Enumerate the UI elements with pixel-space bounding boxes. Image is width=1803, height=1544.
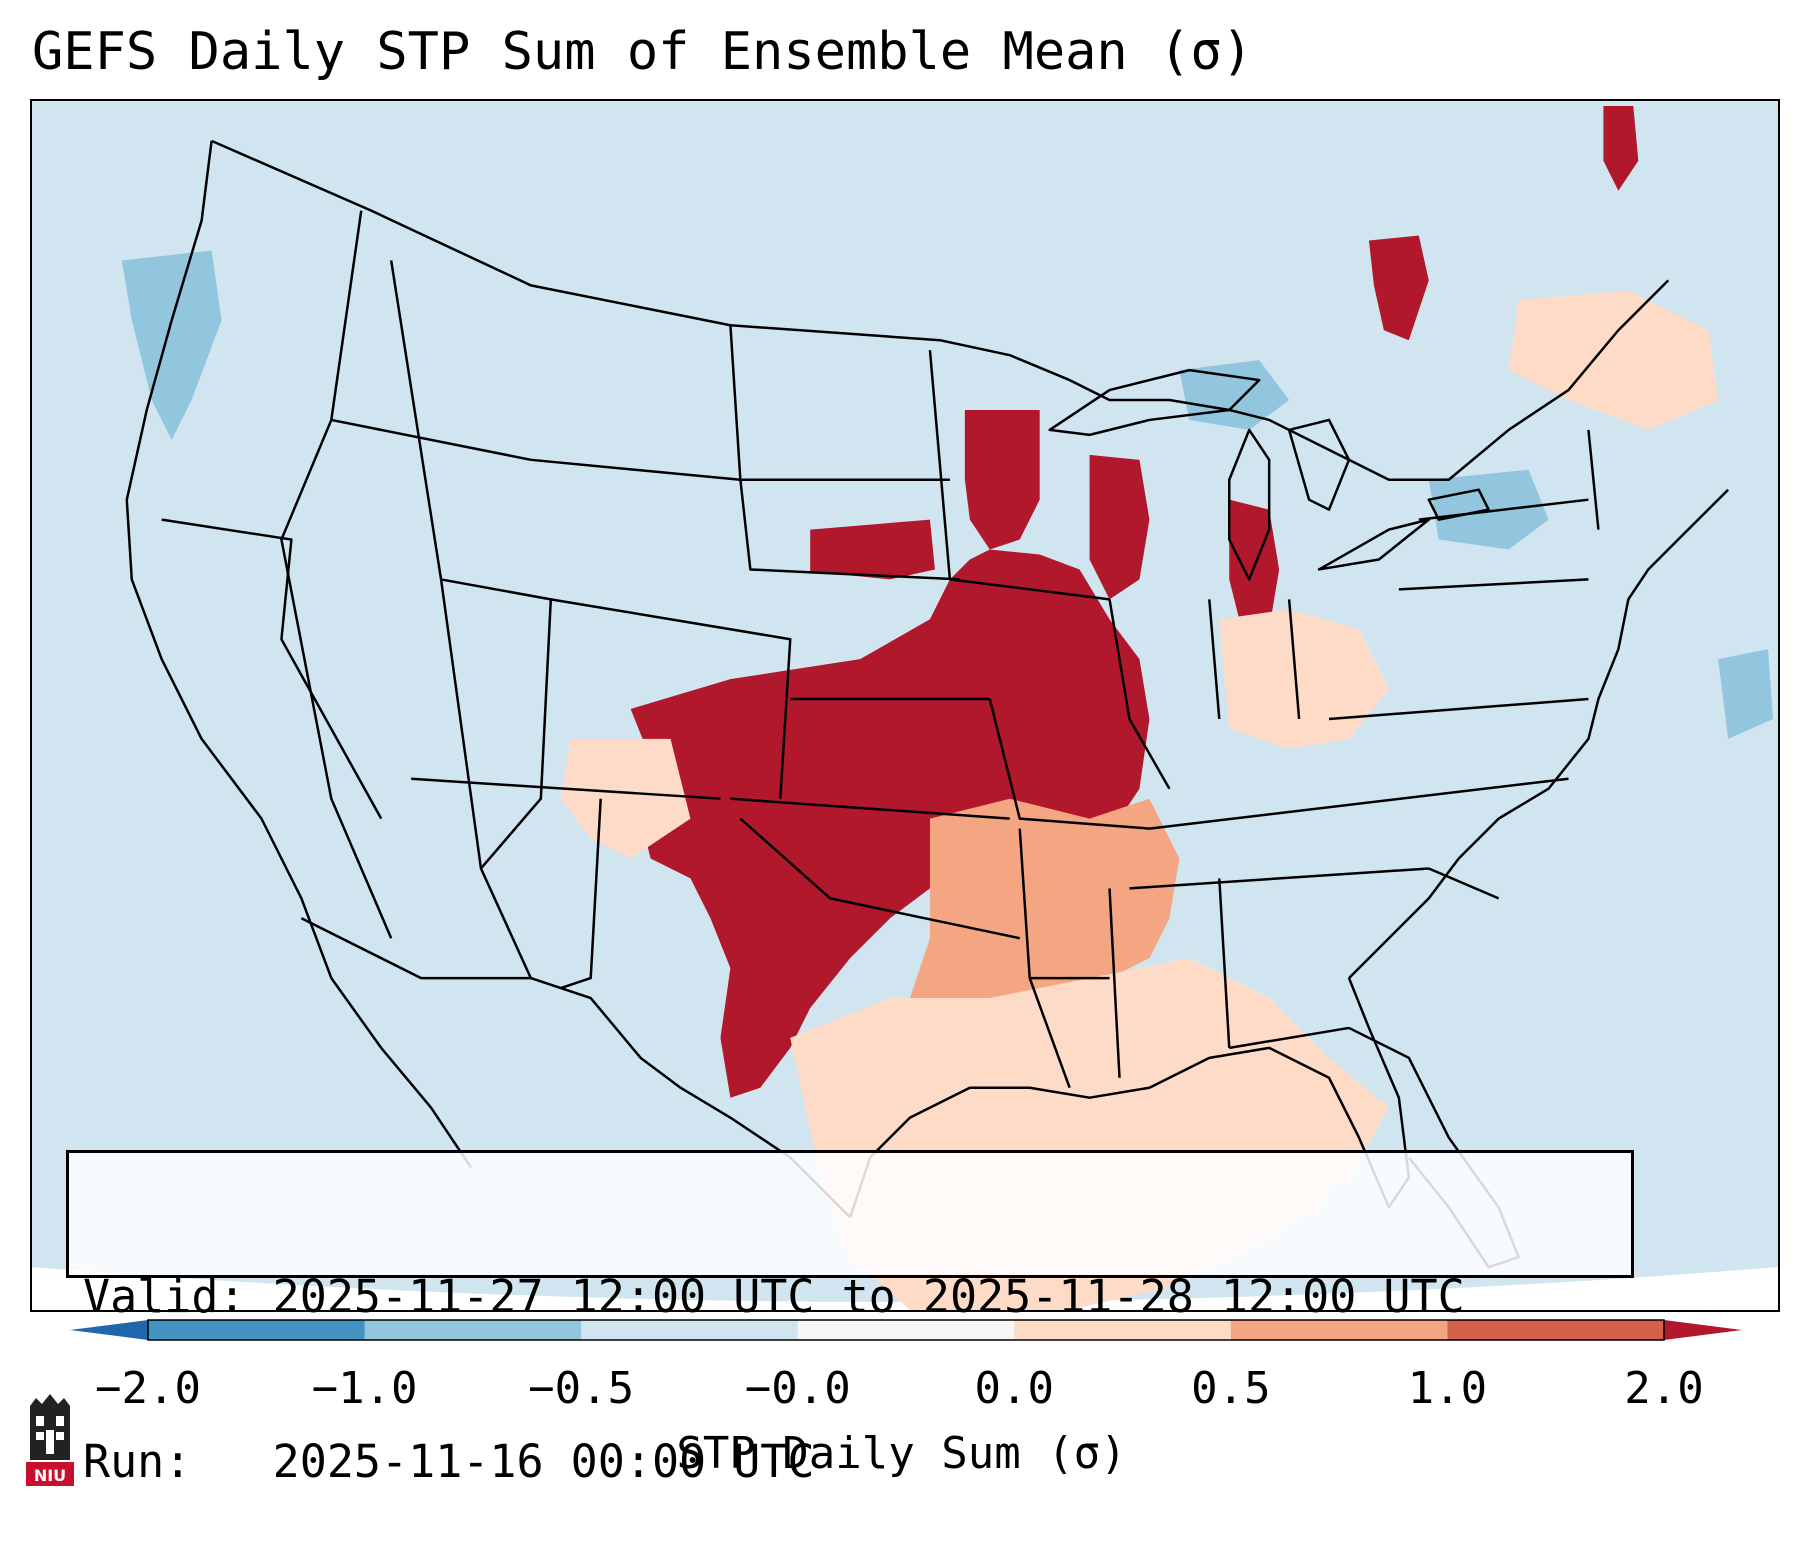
us-canada-border — [211, 139, 1670, 481]
niu-logo: NIU — [26, 1394, 74, 1486]
lake-ontario — [1427, 488, 1490, 521]
state-line-il — [1108, 599, 1171, 790]
lake-huron — [1287, 418, 1351, 511]
colorbar-tick-label: 2.0 — [1624, 1363, 1704, 1414]
map-panel — [30, 99, 1780, 1312]
lake-superior — [1048, 368, 1261, 437]
logo-building — [30, 1394, 70, 1460]
stp-region-neg-atlantic — [1718, 649, 1774, 739]
stp-region-high-dakota — [810, 519, 935, 580]
state-line-4corners — [411, 777, 721, 800]
state-line-ia — [949, 578, 1110, 601]
colorbar-tick-label: 0.0 — [974, 1363, 1055, 1414]
map-title: GEFS Daily STP Sum of Ensemble Mean (σ) — [32, 22, 1253, 82]
map-edge-cutout — [32, 1267, 1778, 1310]
stp-region-high-quebec — [1368, 235, 1429, 341]
validity-info-box: Valid: 2025-11-27 12:00 UTC to 2025-11-2… — [66, 1150, 1634, 1488]
state-line-co-ks — [550, 598, 792, 799]
stp-region-high-wi — [1089, 454, 1150, 600]
state-line-idaho — [331, 418, 532, 462]
valid-time-text: Valid: 2025-11-27 12:00 UTC to 2025-11-2… — [83, 1270, 1465, 1323]
state-line-ny — [1418, 498, 1589, 521]
colorbar-tick-label: 0.5 — [1191, 1363, 1271, 1414]
state-line-va — [1328, 697, 1589, 721]
colorbar-bin — [1230, 1320, 1448, 1340]
stp-region-high-ne — [1603, 105, 1639, 191]
state-line-ky-tn — [1149, 777, 1569, 830]
colorbar-label: STP Daily Sum (σ) — [676, 1428, 1127, 1479]
us-mexico-border — [300, 917, 852, 1219]
colorbar-tick-label: −0.0 — [744, 1363, 851, 1414]
state-borders — [125, 139, 1729, 1269]
state-line-rockies — [280, 210, 393, 939]
state-line-mountain — [389, 260, 532, 979]
stp-region-mid-ohio — [1219, 609, 1389, 749]
state-line-ok-tx — [739, 817, 1020, 940]
colorbar-tick-label: −0.5 — [528, 1363, 635, 1414]
colorbar-tick-label: 1.0 — [1407, 1363, 1488, 1414]
state-line-tn-south — [1129, 867, 1429, 890]
stp-region-low-sw — [560, 738, 691, 859]
colorbar-extend-low — [70, 1320, 148, 1340]
logo-banner — [26, 1462, 74, 1486]
colorbar-bin — [1014, 1320, 1232, 1340]
state-line-mt-nd — [729, 325, 742, 480]
state-line-ms-al — [1108, 888, 1121, 1078]
state-line-pa — [1398, 578, 1589, 591]
state-line-in — [1208, 599, 1221, 720]
colorbar-tick-label: −2.0 — [95, 1363, 201, 1414]
state-line-nm-tx — [560, 798, 602, 990]
colorbar-bin — [148, 1320, 366, 1340]
colorbar-bin — [364, 1320, 582, 1340]
stp-region-neg-wa — [121, 250, 222, 440]
gulf-coast — [848, 977, 1411, 1218]
run-time-text: Run: 2025-11-16 00:00 UTC — [83, 1435, 815, 1488]
colorbar-outline — [147, 1319, 1665, 1341]
state-line-wy-ne — [530, 458, 960, 581]
state-line-ar — [1018, 828, 1110, 980]
stp-map — [32, 101, 1778, 1310]
state-line-mo — [988, 698, 1150, 830]
colorbar-extend-high — [1664, 1320, 1742, 1340]
state-line-carolinas — [1428, 867, 1500, 900]
colorbar-bin — [581, 1320, 799, 1340]
state-line-mn — [928, 350, 952, 580]
state-line-ks-ok — [730, 797, 1010, 820]
state-line-nv-ca — [161, 518, 383, 820]
colorbar — [70, 1319, 1742, 1341]
state-line-al-ga — [1218, 878, 1231, 1048]
state-line-utah — [440, 578, 553, 870]
lake-michigan — [1228, 428, 1271, 581]
stp-region-high — [630, 549, 1150, 1098]
west-coast — [125, 140, 473, 1169]
logo-text: NIU — [34, 1466, 66, 1485]
state-line-oh — [1287, 599, 1301, 720]
colorbar-bin — [797, 1320, 1015, 1340]
state-line-la — [1028, 977, 1071, 1089]
east-coast — [1348, 488, 1729, 979]
stp-region-high-mn — [964, 409, 1040, 550]
state-line-new-england — [1587, 429, 1600, 530]
colorbar-bin — [1447, 1320, 1665, 1340]
state-line-ga-fl — [1229, 1026, 1350, 1050]
colorbar-tick-label: −1.0 — [311, 1363, 418, 1414]
colorbar-bins — [148, 1320, 1665, 1340]
